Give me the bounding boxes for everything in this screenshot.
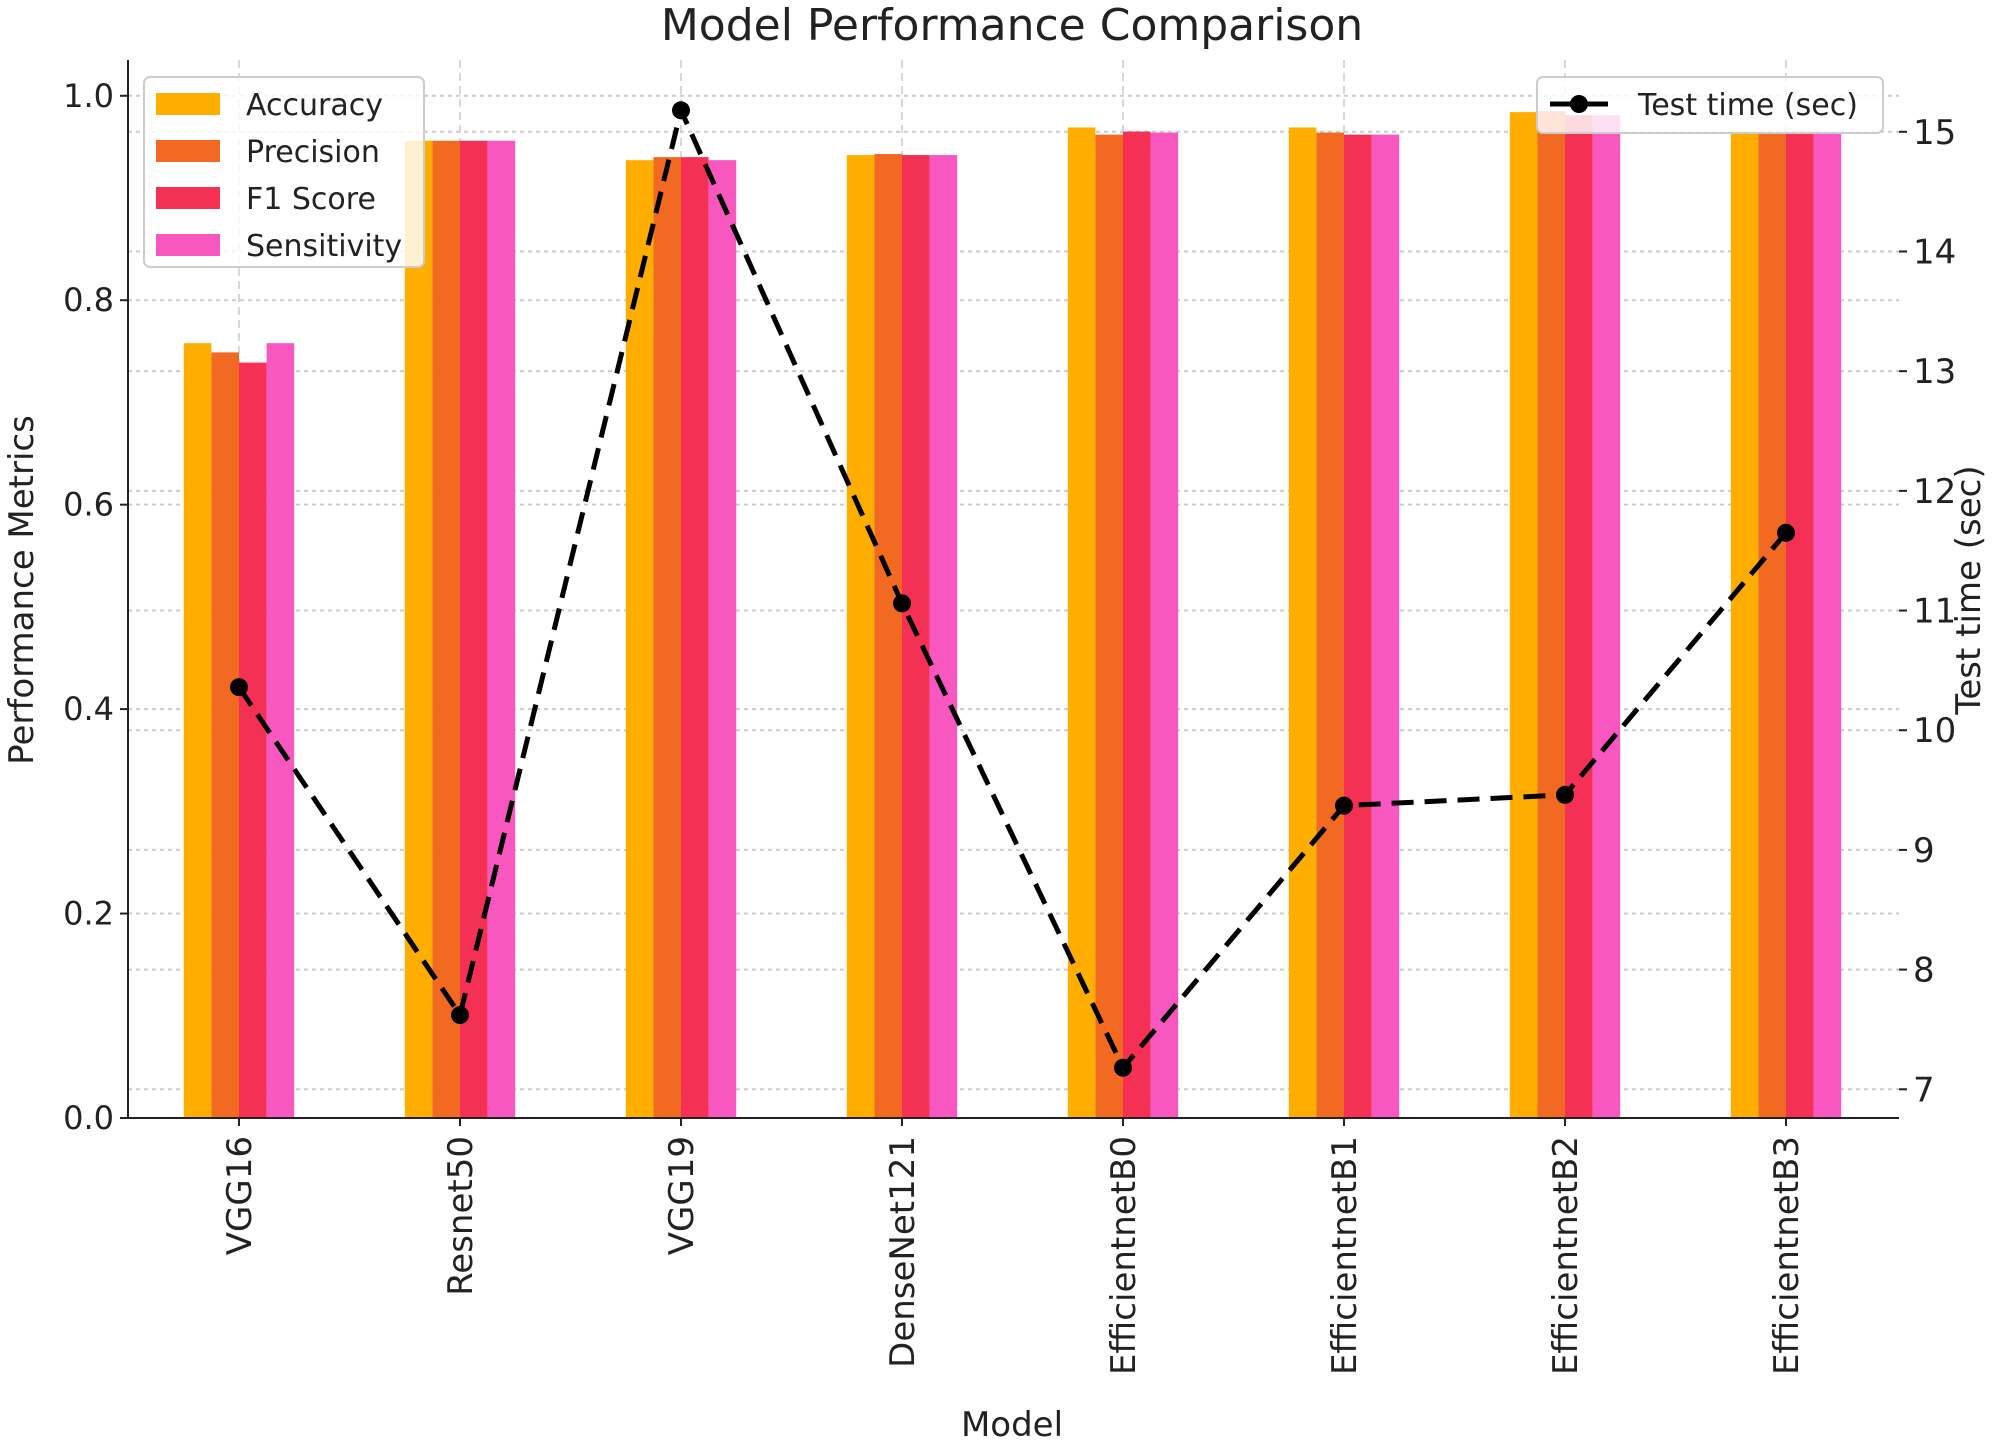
bar-accuracy bbox=[1509, 112, 1538, 1119]
x-tick-label: EfficientnetB1 bbox=[1325, 1136, 1365, 1375]
bar-precision bbox=[653, 157, 681, 1119]
test-time-point bbox=[1777, 523, 1795, 542]
bar-accuracy bbox=[1288, 127, 1317, 1118]
test-time-point bbox=[230, 678, 248, 697]
legend-swatch bbox=[156, 234, 220, 256]
test-time-point bbox=[893, 594, 911, 613]
y2-tick-label: 11 bbox=[1913, 592, 1956, 632]
test-time-point bbox=[451, 1006, 469, 1025]
y2-tick-label: 8 bbox=[1913, 951, 1935, 991]
y-tick-label: 0.0 bbox=[63, 1099, 114, 1137]
legend-label: Sensitivity bbox=[246, 229, 402, 264]
bar-f1-score bbox=[460, 140, 488, 1118]
y-tick-label: 1.0 bbox=[63, 77, 114, 115]
bar-precision bbox=[432, 140, 460, 1118]
bar-precision bbox=[1758, 133, 1786, 1119]
bar-sensitivity bbox=[487, 140, 516, 1118]
bar-sensitivity bbox=[708, 160, 737, 1118]
bar-f1-score bbox=[1786, 133, 1814, 1119]
legend-marker bbox=[1570, 95, 1588, 113]
y-tick-label: 0.6 bbox=[63, 486, 114, 524]
bar-precision bbox=[1316, 132, 1344, 1119]
bar-precision bbox=[211, 352, 239, 1118]
x-tick-label: VGG16 bbox=[220, 1136, 260, 1255]
x-tick-label: EfficientnetB0 bbox=[1104, 1136, 1144, 1375]
legend-swatch bbox=[156, 93, 220, 115]
legend-swatch bbox=[156, 140, 220, 162]
legend-label: F1 Score bbox=[246, 182, 376, 217]
x-tick-label: VGG19 bbox=[662, 1136, 702, 1255]
bar-f1-score bbox=[681, 157, 709, 1119]
bar-precision bbox=[1095, 134, 1123, 1119]
legend-test-time: Test time (sec) bbox=[1536, 76, 1884, 134]
bar-accuracy bbox=[1730, 133, 1759, 1119]
bar-f1-score bbox=[1123, 131, 1151, 1119]
x-tick-label: EfficientnetB2 bbox=[1546, 1136, 1586, 1375]
legend-swatch bbox=[156, 187, 220, 209]
test-time-point bbox=[672, 101, 690, 120]
legend-box bbox=[1536, 76, 1884, 134]
bar-accuracy bbox=[404, 140, 433, 1118]
y-axis-label: Performance Metrics bbox=[2, 415, 42, 765]
bar-precision bbox=[874, 154, 902, 1119]
x-tick-label: Resnet50 bbox=[441, 1136, 481, 1296]
test-time-point bbox=[1335, 796, 1353, 815]
x-tick-label: DenseNet121 bbox=[883, 1136, 923, 1368]
legend-label: Test time (sec) bbox=[1637, 88, 1858, 123]
y2-tick-label: 13 bbox=[1913, 352, 1956, 392]
bar-accuracy bbox=[625, 160, 654, 1118]
y2-tick-label: 10 bbox=[1913, 711, 1956, 751]
y2-tick-label: 15 bbox=[1913, 113, 1956, 153]
line-series bbox=[230, 101, 1795, 1077]
axes: 0.0 0.2 0.4 0.6 0.8 1.0 7 8 9 10 11 12 13 14 15 VGG16 Re… bbox=[63, 60, 1956, 1375]
legend-box bbox=[143, 76, 425, 268]
bars bbox=[183, 111, 1842, 1119]
bar-sensitivity bbox=[929, 155, 958, 1119]
bar-sensitivity bbox=[1150, 132, 1179, 1119]
bar-sensitivity bbox=[1371, 134, 1400, 1119]
bar-accuracy bbox=[1067, 127, 1096, 1118]
y2-tick-label: 12 bbox=[1913, 472, 1956, 512]
y-tick-label: 0.2 bbox=[63, 895, 114, 933]
x-axis-label: Model bbox=[961, 1405, 1063, 1443]
y2-tick-label: 7 bbox=[1913, 1070, 1935, 1110]
legend-label: Precision bbox=[246, 135, 380, 170]
y2-tick-label: 9 bbox=[1913, 831, 1935, 871]
x-tick-label: EfficientnetB3 bbox=[1767, 1136, 1807, 1375]
test-time-line bbox=[236, 102, 1788, 1073]
bar-accuracy bbox=[846, 155, 875, 1119]
legend-metrics: Accuracy Precision F1 Score Sensitivity bbox=[143, 76, 425, 268]
bar-f1-score bbox=[239, 362, 267, 1119]
y-tick-label: 0.8 bbox=[63, 281, 114, 319]
y2-axis-label: Test time (sec) bbox=[1949, 465, 1989, 715]
bar-f1-score bbox=[902, 155, 930, 1119]
chart-title: Model Performance Comparison bbox=[661, 0, 1363, 51]
bar-accuracy bbox=[183, 343, 212, 1119]
bar-sensitivity bbox=[1592, 115, 1621, 1118]
test-time-point bbox=[1114, 1058, 1132, 1077]
legend-label: Accuracy bbox=[246, 88, 383, 123]
bar-f1-score bbox=[1344, 134, 1372, 1119]
bar-sensitivity bbox=[1813, 133, 1842, 1119]
y-tick-label: 0.4 bbox=[63, 690, 114, 728]
bar-precision bbox=[1537, 111, 1565, 1119]
test-time-point bbox=[1556, 785, 1574, 804]
bar-f1-score bbox=[1565, 115, 1593, 1118]
y2-tick-label: 14 bbox=[1913, 232, 1956, 272]
